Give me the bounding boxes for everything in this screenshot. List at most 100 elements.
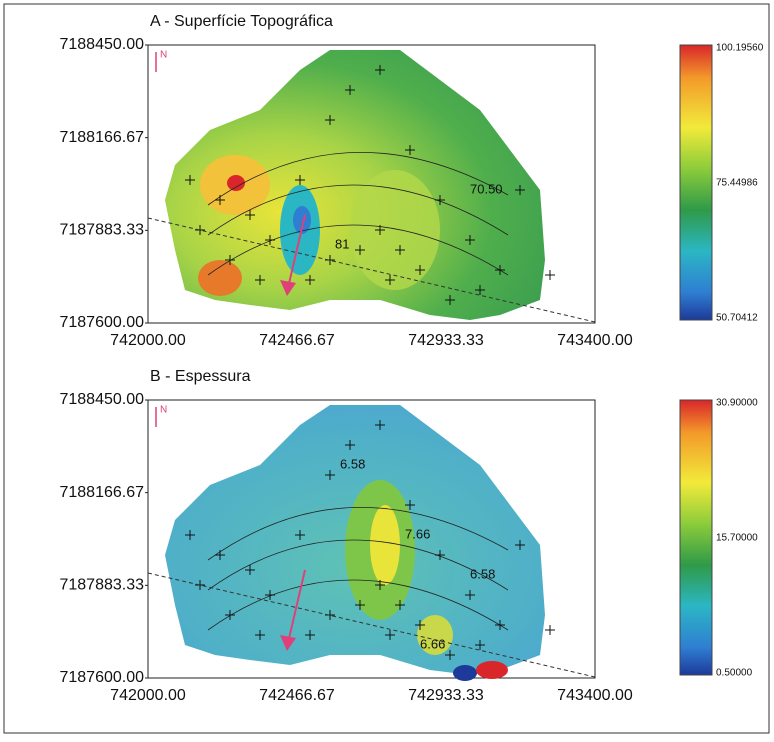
panel-title: A - Superfície Topográfica xyxy=(150,13,333,30)
y-tick-label: 7187883.33 xyxy=(59,222,144,239)
low-zone xyxy=(453,665,477,681)
contour-line xyxy=(207,539,509,591)
colorbar xyxy=(679,399,713,676)
peak xyxy=(227,175,245,191)
sample-point xyxy=(395,245,405,255)
contour-line xyxy=(207,224,509,276)
x-tick-label: 742466.67 xyxy=(259,332,335,349)
arrow-head xyxy=(280,635,296,651)
colorbar xyxy=(679,44,713,321)
contour-line xyxy=(207,151,509,206)
sample-point xyxy=(435,550,445,560)
contour-label: 6.58 xyxy=(470,566,495,581)
sample-point xyxy=(395,600,405,610)
x-tick-label: 742933.33 xyxy=(408,687,484,704)
sample-point xyxy=(185,175,195,185)
sample-point xyxy=(385,275,395,285)
sample-point xyxy=(375,420,385,430)
colorbar-label: 75.44986 xyxy=(716,178,758,189)
colorbar-label: 30.90000 xyxy=(716,398,758,409)
north-label: N xyxy=(160,405,167,416)
sample-point xyxy=(515,540,525,550)
north-label: N xyxy=(160,50,167,61)
sample-point xyxy=(465,235,475,245)
contour-label: 7.66 xyxy=(405,526,430,541)
sample-point xyxy=(375,65,385,75)
x-tick-label: 742000.00 xyxy=(110,687,186,704)
arrow-head xyxy=(280,280,296,296)
map-panel: A - Superfície Topográfica N 70.50 81 718845… xyxy=(59,13,763,349)
sample-point xyxy=(265,590,275,600)
arrow xyxy=(286,214,306,293)
sample-point xyxy=(215,195,225,205)
arrow xyxy=(286,569,306,648)
sample-point xyxy=(385,630,395,640)
sample-point xyxy=(195,580,205,590)
colorbar-label: 100.19560 xyxy=(716,43,764,54)
sample-point xyxy=(375,225,385,235)
y-tick-label: 7188166.67 xyxy=(59,484,144,501)
sample-point xyxy=(445,295,455,305)
colorbar-label: 0.50000 xyxy=(716,668,753,679)
sample-point xyxy=(405,145,415,155)
contour-label: 6.58 xyxy=(340,456,365,471)
sample-point xyxy=(375,580,385,590)
sample-point xyxy=(345,440,355,450)
map-panel: B - Espessura N 6.58 7.66 6.58 6.66 7188450.00… xyxy=(59,368,758,704)
sample-point xyxy=(475,285,485,295)
sample-point xyxy=(435,195,445,205)
contour-line xyxy=(207,579,509,631)
x-tick-label: 743400.00 xyxy=(557,687,633,704)
x-tick-label: 742933.33 xyxy=(408,332,484,349)
x-tick-label: 743400.00 xyxy=(557,332,633,349)
sample-point xyxy=(255,630,265,640)
panel-title: B - Espessura xyxy=(150,368,251,385)
sample-point xyxy=(495,265,505,275)
sample-point xyxy=(185,530,195,540)
y-tick-label: 7187600.00 xyxy=(59,669,144,686)
y-tick-label: 7188450.00 xyxy=(59,36,144,53)
sample-point xyxy=(495,620,505,630)
sample-point xyxy=(295,530,305,540)
sample-point xyxy=(475,640,485,650)
high-zone xyxy=(198,260,242,296)
sample-point xyxy=(415,620,425,630)
contour-label: 81 xyxy=(335,236,349,251)
y-tick-label: 7188166.67 xyxy=(59,129,144,146)
sample-point xyxy=(195,225,205,235)
sample-point xyxy=(355,245,365,255)
contour-line xyxy=(207,506,509,561)
sample-point xyxy=(245,210,255,220)
sample-point xyxy=(465,590,475,600)
sample-point xyxy=(325,115,335,125)
sample-point xyxy=(545,625,555,635)
x-tick-label: 742000.00 xyxy=(110,332,186,349)
sample-point xyxy=(405,500,415,510)
colorbar-label: 15.70000 xyxy=(716,533,758,544)
high-zone xyxy=(370,505,400,585)
sample-point xyxy=(305,275,315,285)
peak xyxy=(476,661,508,679)
colorbar-label: 50.70412 xyxy=(716,313,758,324)
frame xyxy=(3,3,770,734)
x-tick-label: 742466.67 xyxy=(259,687,335,704)
sample-point xyxy=(325,470,335,480)
sample-point xyxy=(255,275,265,285)
sample-point xyxy=(345,85,355,95)
sample-point xyxy=(445,650,455,660)
sample-point xyxy=(515,185,525,195)
sample-point xyxy=(295,175,305,185)
sample-point xyxy=(415,265,425,275)
sample-point xyxy=(265,235,275,245)
contour-label: 6.66 xyxy=(420,636,445,651)
sample-point xyxy=(545,270,555,280)
low-zone xyxy=(293,206,311,234)
y-tick-label: 7187883.33 xyxy=(59,577,144,594)
sample-point xyxy=(225,255,235,265)
sample-point xyxy=(245,565,255,575)
sample-point xyxy=(355,600,365,610)
mid-zone xyxy=(350,170,440,290)
sample-point xyxy=(215,550,225,560)
y-tick-label: 7187600.00 xyxy=(59,314,144,331)
